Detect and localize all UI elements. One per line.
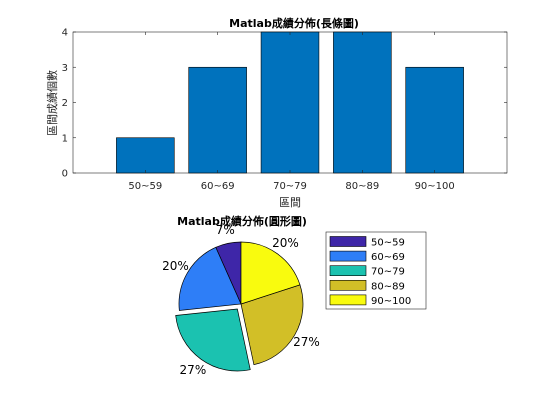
pie-percent-label: 7% [216, 223, 235, 237]
pie-percent-label: 20% [162, 259, 189, 273]
bar-y-tick-label: 4 [62, 28, 68, 39]
bar-y-tick-label: 2 [62, 98, 68, 109]
pie-chart-title: Matlab成績分佈(圓形圖) [177, 214, 307, 228]
pie-legend-swatch [329, 294, 367, 306]
bar-y-tick-label: 3 [62, 63, 68, 74]
pie-percent-label: 27% [180, 363, 207, 377]
bar-y-ticks: 0 1 2 3 4 [62, 28, 507, 180]
bar-chart: Matlab成績分佈(長條圖) 0 1 2 3 4 50~59 60~69 70~79 80~… [45, 16, 508, 209]
pie-legend: 50~59 60~69 70~79 80~89 90~100 [325, 231, 427, 310]
bar-x-tick-label: 70~79 [273, 181, 307, 192]
bar-x-tick-label: 50~59 [128, 181, 162, 192]
pie-percent-label: 20% [272, 236, 299, 250]
pie-legend-swatch [329, 279, 367, 291]
bar-60~69 [188, 66, 247, 174]
pie-legend-label: 60~69 [371, 252, 405, 263]
pie-legend-label: 50~59 [371, 238, 405, 249]
pie-chart: Matlab成績分佈(圓形圖) 7% 20% 27% 27% 20% 50~59 60~6… [162, 214, 427, 377]
pie-percent-labels: 7% 20% 27% 27% 20% [162, 223, 320, 377]
bar-chart-title: Matlab成績分佈(長條圖) [229, 16, 359, 30]
bar-70~79 [260, 31, 320, 174]
bar-y-axis-label: 區間成績個數 [45, 70, 59, 136]
bar-x-ticks: 50~59 60~69 70~79 80~89 90~100 [128, 32, 455, 192]
bar-80~89 [333, 31, 392, 174]
pie-legend-label: 90~100 [371, 296, 411, 307]
bar-y-tick-label: 1 [62, 133, 68, 144]
pie-percent-label: 27% [293, 335, 320, 349]
pie-legend-swatch [329, 236, 367, 247]
bar-x-axis-label: 區間 [279, 196, 301, 209]
bar-x-tick-label: 60~69 [201, 181, 235, 192]
pie-slice-90~100 [240, 241, 301, 305]
pie-slices [175, 241, 304, 372]
pie-legend-swatch [329, 265, 367, 277]
bars [116, 31, 464, 174]
pie-slice-60~69 [178, 246, 242, 311]
pie-legend-swatch [329, 250, 367, 262]
bar-x-tick-label: 80~89 [345, 181, 379, 192]
bar-x-tick-label: 90~100 [415, 181, 455, 192]
pie-slice-80~89 [240, 284, 304, 366]
pie-legend-label: 70~79 [371, 267, 405, 278]
pie-legend-label: 80~89 [371, 281, 405, 292]
pie-slice-70~79 [175, 308, 251, 372]
bar-50~59 [116, 137, 175, 174]
bar-y-tick-label: 0 [62, 169, 68, 180]
bar-90~100 [405, 66, 464, 174]
